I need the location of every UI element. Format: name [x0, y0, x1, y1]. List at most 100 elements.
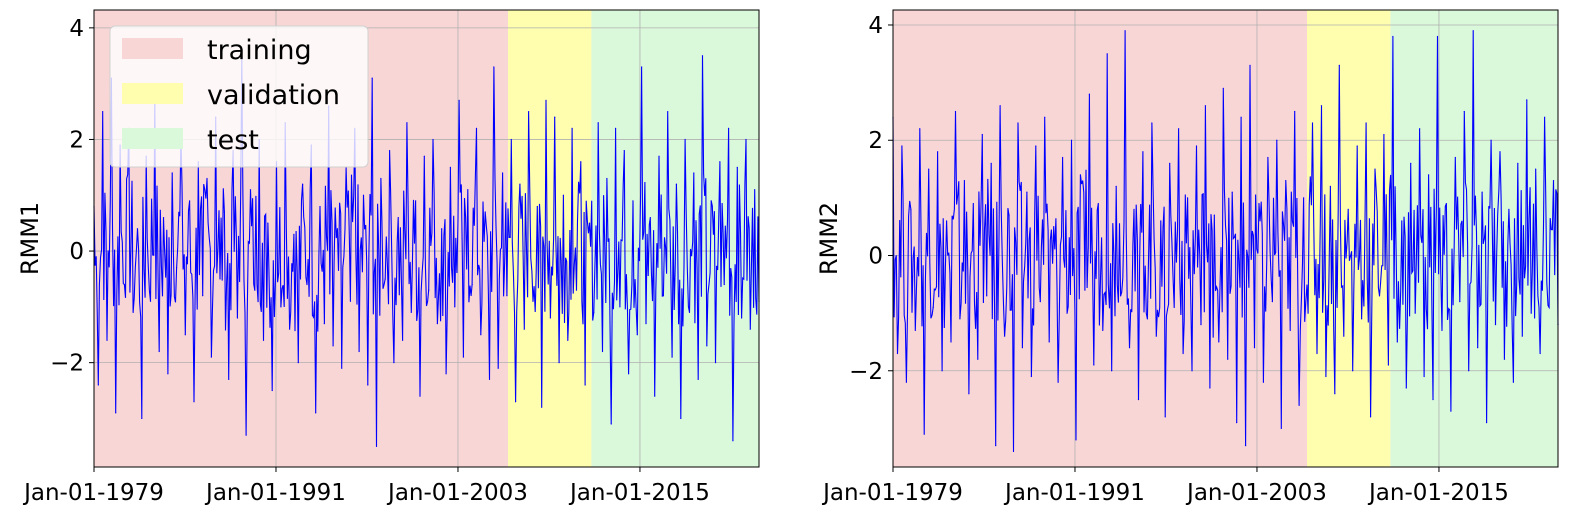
data-point: [1061, 156, 1064, 159]
data-point: [362, 194, 365, 196]
data-point: [1530, 312, 1532, 314]
data-point: [97, 384, 99, 386]
data-point: [515, 401, 517, 403]
data-point: [675, 183, 678, 185]
axes-frame: [892, 9, 1559, 468]
data-point: [741, 317, 743, 319]
data-point: [271, 389, 273, 392]
data-point: [528, 110, 530, 113]
data-point: [1369, 416, 1372, 418]
series-line-rmm2: [892, 30, 1559, 452]
data-point: [523, 328, 525, 330]
data-point: [1213, 214, 1215, 216]
data-point: [480, 334, 482, 336]
x-tick-label: Jan-01-1991: [204, 480, 346, 506]
legend: training validation test: [109, 25, 369, 168]
data-point: [1182, 352, 1184, 355]
data-point: [719, 161, 721, 163]
subplot-rmm1: Jan-01-1979 Jan-01-1991 Jan-01-2003 Jan-01-…: [16, 9, 760, 506]
data-point: [501, 172, 504, 174]
data-point: [541, 406, 543, 408]
legend-swatch-validation: [122, 83, 183, 104]
data-point: [641, 66, 643, 68]
data-point: [619, 306, 621, 308]
data-point: [497, 367, 499, 369]
data-point: [937, 151, 939, 153]
legend-label-training: training: [207, 35, 312, 66]
x-tick-label: Jan-01-2003: [386, 480, 528, 506]
y-tick-label: 0: [69, 239, 84, 265]
data-point: [597, 122, 599, 124]
data-point: [968, 393, 970, 395]
data-point: [1361, 318, 1363, 320]
data-point: [1347, 208, 1349, 210]
data-point: [977, 358, 979, 360]
data-point: [1075, 439, 1077, 441]
data-point: [1128, 347, 1131, 349]
data-point: [1459, 301, 1461, 303]
data-point: [467, 189, 469, 191]
data-point: [280, 306, 282, 308]
data-point: [1365, 122, 1367, 124]
data-point: [628, 373, 630, 375]
data-point: [1552, 179, 1555, 182]
data-point: [302, 183, 304, 185]
data-point: [1378, 295, 1381, 297]
data-point: [293, 233, 295, 235]
data-point: [384, 278, 386, 280]
data-point: [1512, 381, 1514, 383]
data-point: [671, 356, 673, 358]
data-point: [493, 66, 495, 68]
data-point: [1383, 133, 1385, 136]
data-point: [1088, 93, 1090, 95]
data-point: [1338, 64, 1340, 66]
data-point: [1066, 312, 1068, 314]
data-point: [410, 311, 412, 314]
y-tick-label: 2: [868, 128, 883, 154]
data-point: [1124, 30, 1126, 32]
data-point: [684, 138, 686, 141]
data-point: [1503, 358, 1506, 360]
data-point: [202, 295, 204, 297]
span-training: [893, 10, 1308, 467]
data-point: [297, 362, 299, 364]
data-point: [149, 300, 152, 302]
data-point: [1244, 445, 1247, 447]
data-point: [175, 267, 178, 269]
data-point: [106, 339, 108, 341]
data-point: [228, 378, 230, 380]
data-point: [923, 433, 925, 435]
legend-swatch-training: [122, 38, 183, 59]
data-point: [1053, 226, 1055, 228]
data-point: [332, 345, 334, 347]
data-point: [1468, 370, 1470, 372]
data-point: [1334, 393, 1336, 395]
x-tick-label: Jan-01-2015: [568, 480, 710, 506]
data-point: [693, 172, 695, 174]
data-point: [654, 395, 656, 397]
data-point: [519, 183, 521, 185]
data-point: [141, 417, 143, 420]
data-point: [1387, 364, 1390, 366]
data-point: [632, 200, 634, 202]
data-point: [954, 110, 957, 113]
data-point: [732, 440, 734, 442]
data-point: [1164, 416, 1166, 418]
data-point: [167, 373, 169, 375]
data-point: [115, 412, 117, 414]
data-point: [1222, 87, 1224, 89]
data-point: [1146, 318, 1148, 320]
data-point: [1298, 404, 1300, 406]
data-point: [1423, 375, 1425, 378]
data-point: [245, 434, 247, 436]
y-tick-label: 2: [69, 127, 84, 153]
data-point: [1057, 381, 1059, 383]
data-point: [1111, 370, 1113, 372]
data-point: [1035, 145, 1037, 147]
data-point: [995, 445, 997, 447]
data-point: [1436, 35, 1439, 38]
data-point: [1499, 151, 1501, 153]
data-point: [1303, 197, 1305, 199]
data-point: [1120, 295, 1122, 297]
data-point: [184, 334, 186, 336]
